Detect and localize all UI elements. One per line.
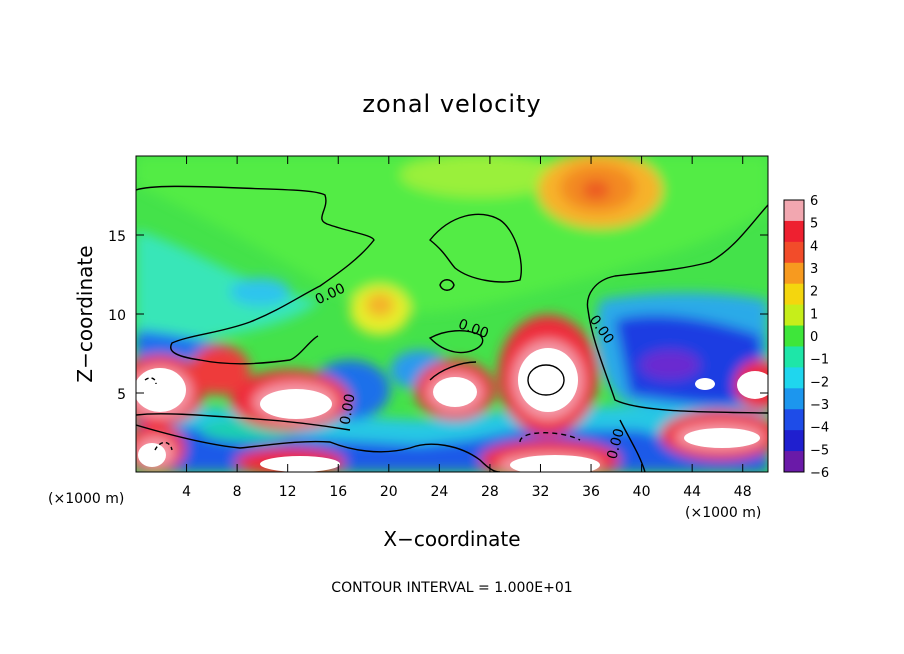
contour-label: 0.00: [604, 427, 628, 461]
contour-label: 0.00: [337, 393, 358, 426]
colorbar-swatch: [784, 451, 804, 473]
colorbar-swatch: [784, 283, 804, 306]
colorbar-swatch: [784, 262, 804, 285]
y-tick-label: 15: [108, 229, 126, 245]
colorbar-swatch: [784, 388, 804, 410]
colorbar-frame: [783, 199, 805, 473]
y-tick-label: 5: [117, 387, 126, 403]
x-tick-label: 24: [430, 484, 448, 500]
x-tick-label: 8: [233, 484, 242, 500]
colorbar-tick-label: −1: [810, 353, 829, 368]
x-axis-label: X−coordinate: [383, 527, 520, 551]
x-axis: 4 8 12 16 20 24 28 32 36 40 44 48: [182, 156, 752, 500]
colorbar-tick-label: 5: [810, 217, 818, 232]
x-tick-label: 4: [182, 484, 191, 500]
colorbar-tick-label: −3: [810, 398, 829, 413]
colorbar-tick-label: −2: [810, 375, 829, 390]
x-tick-label: 20: [380, 484, 398, 500]
colorbar-swatch: [784, 241, 804, 264]
colorbar-swatch: [784, 200, 804, 222]
colorbar-tick-label: −5: [810, 443, 829, 458]
x-tick-label: 32: [532, 484, 550, 500]
x-tick-label: 12: [279, 484, 297, 500]
colorbar-tick-label: 2: [810, 285, 818, 300]
colorbar-swatch: [784, 430, 804, 452]
y-tick-label: 10: [108, 308, 126, 324]
colorbar-tick-label: −4: [810, 421, 829, 436]
colorbar-swatch: [784, 409, 804, 431]
colorbar-tick-label: −6: [810, 466, 829, 481]
x-unit-left: (×1000 m): [48, 491, 124, 507]
x-tick-label: 40: [633, 484, 651, 500]
x-tick-label: 48: [734, 484, 752, 500]
chart-title: zonal velocity: [362, 90, 541, 118]
colorbar-tick-label: 3: [810, 262, 818, 277]
x-unit-right: (×1000 m): [685, 505, 761, 521]
colorbar-tick-label: 1: [810, 307, 818, 322]
x-tick-label: 36: [582, 484, 600, 500]
colorbar-swatch: [784, 367, 804, 389]
colorbar-tick-label: 6: [810, 194, 818, 209]
colorbar-tick-label: 4: [810, 239, 818, 254]
y-axis-label: Z−coordinate: [73, 245, 97, 382]
x-tick-label: 44: [683, 484, 701, 500]
plot-area: [136, 156, 768, 472]
y-axis: 5 10 15: [108, 229, 768, 403]
colorbar: 6 5 4 3 2 1 0 −1 −2 −3 −4 −5 −6: [783, 194, 829, 481]
x-tick-label: 16: [329, 484, 347, 500]
colorbar-swatch: [784, 325, 804, 347]
colorbar-swatch: [784, 220, 804, 243]
x-tick-label: 28: [481, 484, 499, 500]
contour-interval-footer: CONTOUR INTERVAL = 1.000E+01: [331, 580, 572, 596]
colorbar-swatch: [784, 346, 804, 368]
colorbar-tick-label: 0: [810, 330, 818, 345]
colorbar-swatch: [784, 304, 804, 327]
